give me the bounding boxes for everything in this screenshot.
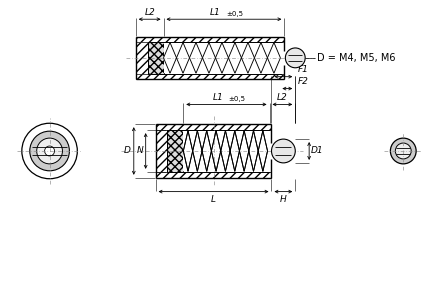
Polygon shape	[136, 74, 284, 79]
Circle shape	[272, 139, 295, 163]
Polygon shape	[136, 37, 284, 42]
Polygon shape	[156, 130, 167, 172]
Text: L1: L1	[213, 94, 223, 103]
Text: L1: L1	[210, 8, 221, 17]
Text: N: N	[137, 147, 144, 155]
Circle shape	[286, 48, 305, 68]
Text: L: L	[211, 195, 216, 204]
Polygon shape	[167, 130, 183, 172]
Text: ±0,5: ±0,5	[228, 97, 245, 103]
Text: D: D	[124, 147, 131, 155]
Circle shape	[30, 131, 69, 171]
Text: F1: F1	[298, 65, 309, 74]
Text: D = M4, M5, M6: D = M4, M5, M6	[317, 53, 395, 63]
Text: ±0,5: ±0,5	[226, 11, 243, 17]
Circle shape	[390, 138, 416, 164]
Polygon shape	[156, 172, 272, 178]
Text: D1: D1	[311, 147, 324, 155]
Circle shape	[44, 146, 54, 156]
Circle shape	[37, 138, 62, 164]
Text: F2: F2	[298, 77, 309, 86]
Polygon shape	[148, 42, 164, 74]
Circle shape	[395, 143, 411, 159]
Polygon shape	[136, 42, 148, 74]
Text: L2: L2	[144, 8, 155, 17]
Text: H: H	[280, 195, 287, 204]
Polygon shape	[183, 131, 268, 171]
Polygon shape	[164, 42, 280, 73]
Text: L2: L2	[277, 94, 288, 103]
Polygon shape	[156, 124, 272, 130]
